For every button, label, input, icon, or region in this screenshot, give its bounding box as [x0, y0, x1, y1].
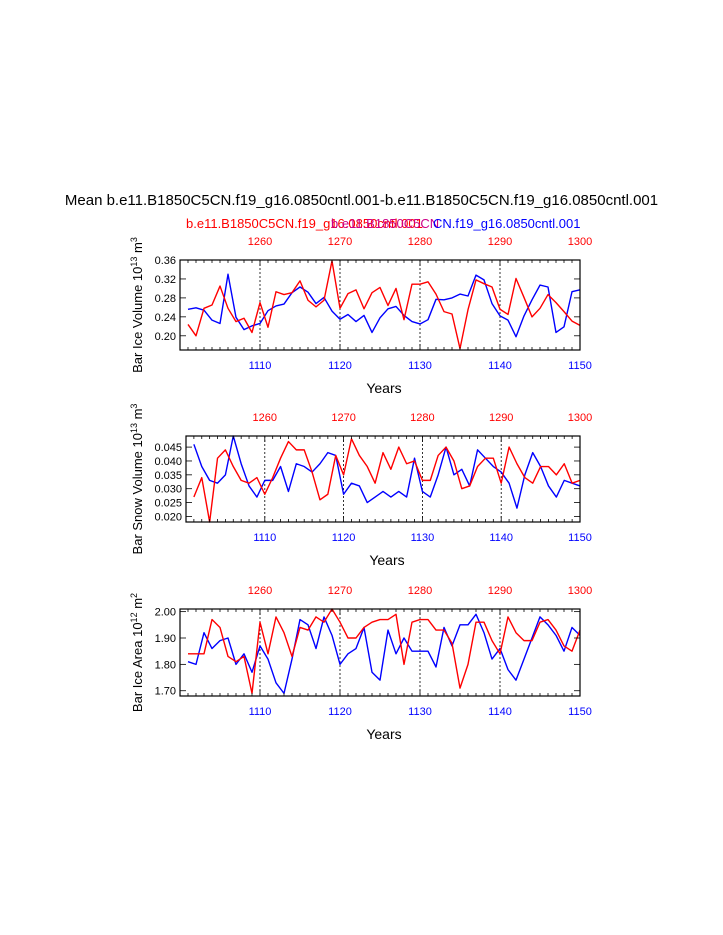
x-tick-label-top: 1260 — [253, 412, 277, 424]
y-axis-title: Bar Snow Volume 1013 m3 — [129, 404, 145, 555]
x-tick-label-top: 1260 — [248, 236, 272, 248]
y-tick-label: 0.36 — [155, 255, 176, 267]
x-tick-label-top: 1290 — [488, 236, 512, 248]
y-axis-title-unit-exponent: 2 — [129, 593, 139, 598]
x-tick-label-top: 1290 — [488, 585, 512, 597]
data-series-red — [187, 260, 581, 350]
x-tick-label: 1110 — [249, 706, 272, 718]
y-axis-title-unit-exponent: 3 — [129, 404, 139, 409]
x-tick-label: 1150 — [568, 532, 592, 544]
y-axis-title-unit: m — [130, 409, 145, 423]
subtitle-overlap: b.e11.B1850C5CN — [331, 216, 440, 231]
y-tick-label: 0.28 — [155, 293, 176, 305]
y-axis-title-exponent: 13 — [129, 423, 139, 433]
x-tick-label: 1130 — [408, 706, 432, 718]
data-series-red — [193, 438, 581, 523]
y-tick-label: 0.035 — [154, 470, 182, 482]
y-axis-title-unit-exponent: 3 — [129, 237, 139, 242]
x-tick-label-top: 1300 — [568, 585, 592, 597]
x-tick-label: 1120 — [332, 532, 356, 544]
y-axis-title-unit: m — [130, 242, 145, 256]
x-tick-label: 1140 — [489, 532, 513, 544]
y-axis-title: Bar Ice Area 1012 m2 — [129, 593, 145, 712]
x-axis-title: Years — [366, 726, 401, 742]
data-series-blue — [193, 435, 581, 509]
y-axis-title-main: Bar Ice Volume 10 — [130, 267, 145, 373]
figure-title: Mean b.e11.B1850C5CN.f19_g16.0850cntl.00… — [64, 192, 659, 209]
y-axis-title-main: Bar Ice Area 10 — [130, 622, 145, 712]
data-series-blue — [187, 613, 581, 695]
y-axis-title-exponent: 13 — [129, 257, 139, 267]
y-tick-label: 0.20 — [155, 331, 176, 343]
x-tick-label: 1110 — [249, 360, 272, 372]
subtitle-case2: CN.f19_g16.0850cntl.001 — [433, 216, 581, 231]
chart-panel-1: 1110 1120 1130 1140 1150 1260 1270 1280 1290 1300… — [129, 236, 592, 396]
x-tick-label: 1110 — [253, 532, 276, 544]
plot-frame — [179, 608, 581, 697]
x-tick-label-top: 1300 — [568, 412, 592, 424]
x-tick-label-top: 1280 — [410, 412, 434, 424]
y-tick-label: 0.24 — [155, 312, 176, 324]
y-tick-label: 0.32 — [155, 274, 176, 286]
y-tick-label: 0.040 — [154, 456, 182, 468]
subtitle-case1: b.e11.B1850C5CN.f19_g16.0850cntl.001 — [186, 216, 423, 231]
x-tick-label-top: 1280 — [408, 585, 432, 597]
y-tick-label: 0.025 — [154, 498, 182, 510]
x-axis-title: Years — [366, 380, 401, 396]
x-tick-label-top: 1300 — [568, 236, 592, 248]
x-tick-label-top: 1270 — [328, 585, 352, 597]
y-tick-label: 1.90 — [155, 633, 176, 645]
x-tick-label-top: 1270 — [328, 236, 352, 248]
x-tick-label: 1130 — [408, 360, 432, 372]
x-tick-label: 1140 — [488, 706, 512, 718]
chart-panel-3: 1110 1120 1130 1140 1150 1260 1270 1280 1290 1300… — [129, 585, 592, 742]
y-tick-label: 2.00 — [155, 607, 176, 619]
y-tick-label: 0.030 — [154, 484, 182, 496]
y-tick-label: 0.045 — [154, 442, 182, 454]
y-axis-title-exponent: 12 — [129, 612, 139, 622]
y-tick-label: 1.80 — [155, 659, 176, 671]
x-axis-title: Years — [369, 552, 404, 568]
y-axis-title-main: Bar Snow Volume 10 — [130, 433, 145, 554]
figure-subtitle: b.e11.B1850C5CN.f19_g16.0850cntl.001 b.e… — [0, 216, 723, 234]
x-tick-label-top: 1290 — [489, 412, 513, 424]
x-tick-label-top: 1280 — [408, 236, 432, 248]
y-tick-label: 1.70 — [155, 686, 176, 698]
x-tick-label: 1150 — [568, 706, 592, 718]
x-tick-label-top: 1260 — [248, 585, 272, 597]
chart-panel-2: 1110 1120 1130 1140 1150 1260 1270 1280 1290 1300… — [129, 404, 592, 568]
x-tick-label: 1140 — [488, 360, 512, 372]
x-tick-label: 1130 — [411, 532, 435, 544]
x-tick-label: 1150 — [568, 360, 592, 372]
data-series-red — [188, 608, 581, 695]
y-axis-title-unit: m — [130, 598, 145, 612]
x-tick-label: 1120 — [328, 360, 352, 372]
plot-frame — [185, 435, 581, 523]
x-tick-label-top: 1270 — [331, 412, 355, 424]
data-series-blue — [187, 273, 581, 338]
y-axis-title: Bar Ice Volume 1013 m3 — [129, 237, 145, 373]
plot-frame — [179, 259, 581, 351]
x-tick-label: 1120 — [328, 706, 352, 718]
y-tick-label: 0.020 — [154, 511, 182, 523]
